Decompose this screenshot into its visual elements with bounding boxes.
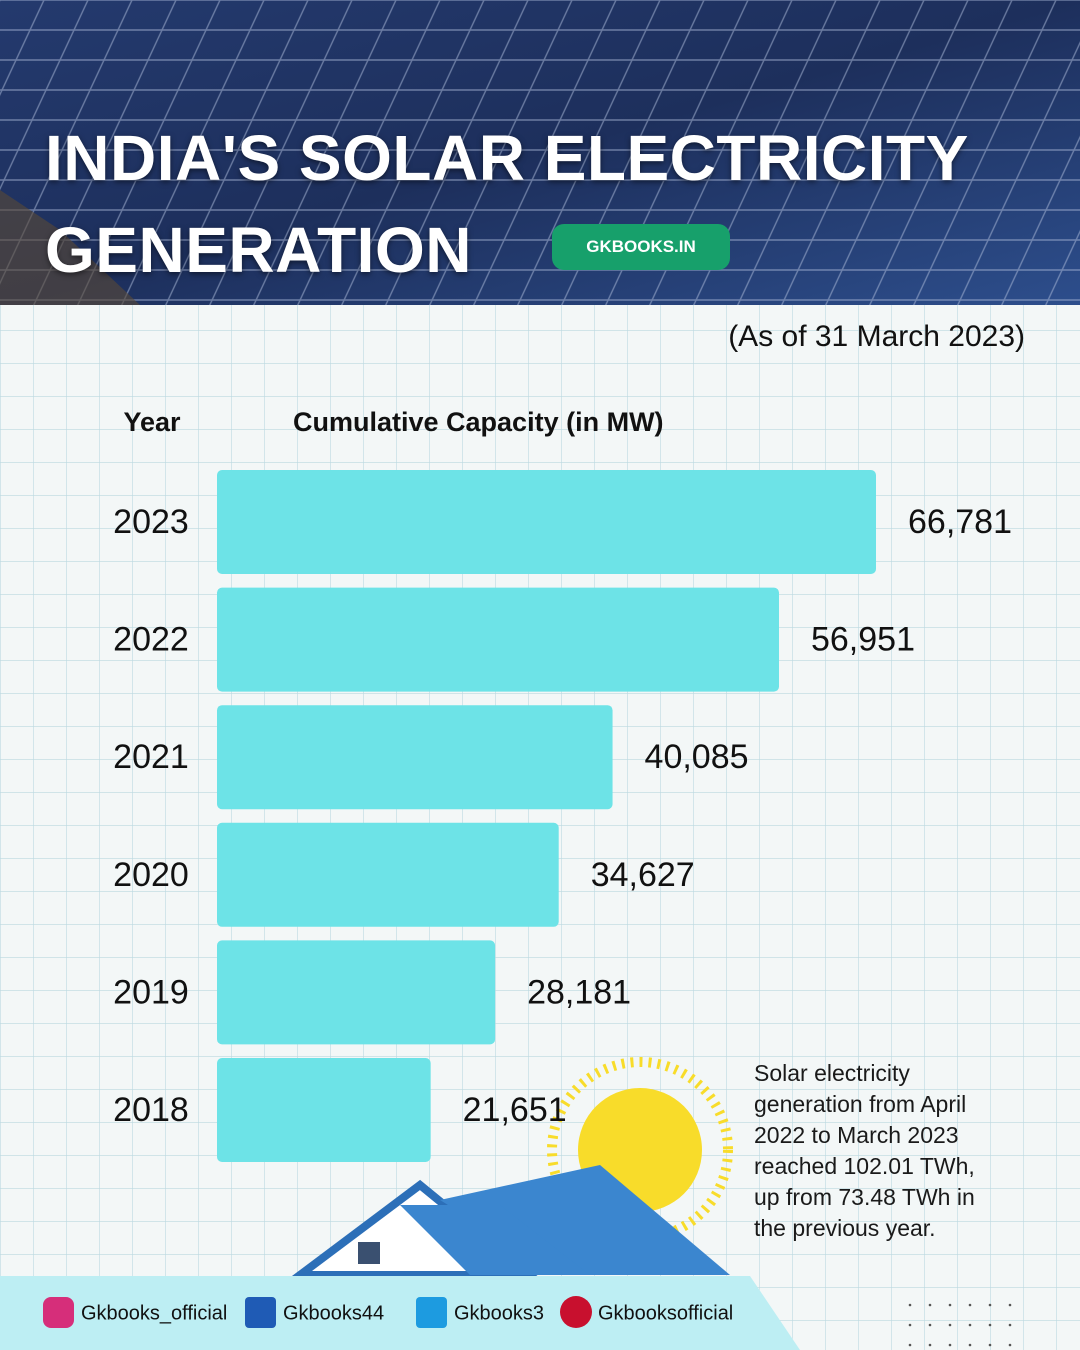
site-badge: GKBOOKS.IN — [552, 224, 730, 270]
category-label: 2022 — [113, 621, 189, 659]
value-label: 66,781 — [908, 503, 1012, 541]
value-header: Cumulative Capacity (in MW) — [293, 407, 664, 437]
value-label: 34,627 — [591, 856, 695, 894]
bar — [217, 822, 559, 927]
value-label: 28,181 — [527, 973, 631, 1011]
bar — [217, 1058, 431, 1162]
chart-title: INDIA'S SOLAR ELECTRICITY GENERATION — [45, 122, 968, 286]
value-label: 40,085 — [645, 738, 749, 776]
banner-panels — [0, 0, 1080, 305]
bar — [217, 705, 613, 810]
social-handle: Gkbooks3 — [454, 1302, 544, 1324]
category-label: 2021 — [113, 738, 189, 776]
value-label: 21,651 — [463, 1091, 567, 1129]
bar — [217, 470, 876, 574]
category-label: 2023 — [113, 503, 189, 541]
category-label: 2019 — [113, 973, 189, 1011]
social-handle: Gkbooks_official — [81, 1302, 227, 1324]
house-illustration — [288, 1057, 733, 1279]
subtitle: (As of 31 March 2023) — [728, 320, 1025, 353]
dot-pattern — [908, 1303, 1012, 1347]
social-handle: Gkbooks44 — [283, 1302, 384, 1324]
category-label: 2018 — [113, 1091, 189, 1129]
category-header: Year — [123, 407, 181, 437]
footer-band — [0, 1276, 800, 1350]
category-label: 2020 — [113, 856, 189, 894]
banner-ground — [0, 190, 140, 305]
social-icons — [43, 1296, 592, 1328]
annotation: Solar electricity generation from April … — [754, 1060, 975, 1241]
bar — [217, 940, 496, 1045]
value-label: 56,951 — [811, 621, 915, 659]
bar — [217, 587, 779, 692]
social-handle: Gkbooksofficial — [598, 1302, 733, 1324]
